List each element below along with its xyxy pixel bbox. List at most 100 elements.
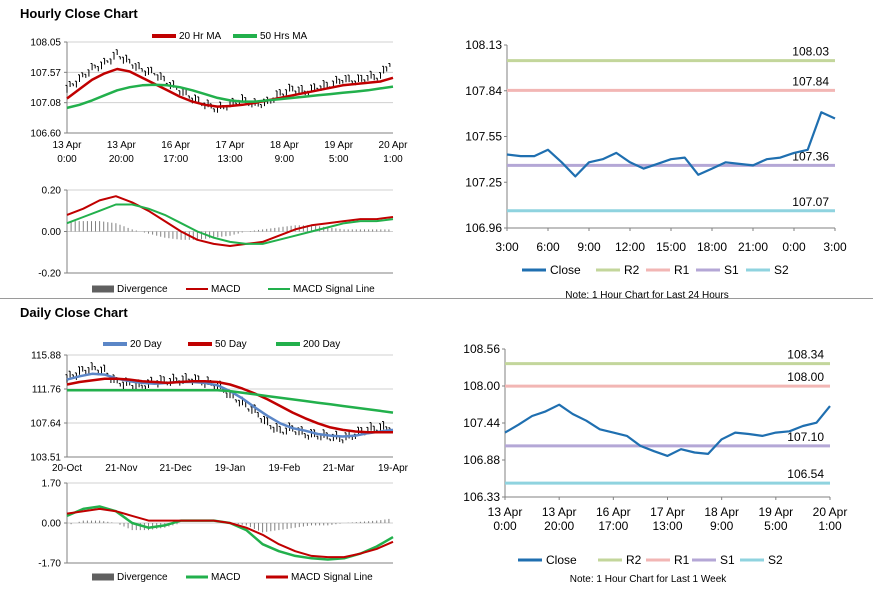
hourly24-ytick-label: 107.55	[465, 130, 502, 144]
daily-price-xtick-label: 19-Apr	[378, 463, 409, 474]
hourly24-legend-close: Close	[550, 263, 581, 277]
hourly24-xtick-label: 3:00	[495, 240, 519, 254]
hourly-price-ytick-label: 106.60	[30, 129, 61, 140]
hourly-macd-ytick-label: 0.00	[42, 227, 62, 238]
hourly24-xtick-label: 12:00	[615, 240, 645, 254]
hourly-price-xtick-date: 13 Apr	[53, 140, 83, 151]
hourly-price-xtick-time: 13:00	[217, 154, 242, 165]
hourly-price-xtick-date: 16 Apr	[161, 140, 191, 151]
legend-daily-macd-label: MACD	[211, 572, 240, 583]
hourlyweek-legend-s2: S2	[768, 553, 783, 567]
legend-50-day-swatch	[188, 342, 212, 346]
hourly24-level-r2-label: 108.03	[792, 45, 829, 59]
hourly24-ytick-label: 108.13	[465, 38, 502, 52]
legend-daily-signal-swatch	[266, 575, 288, 579]
legend-200-day-swatch	[276, 342, 300, 346]
daily-macd-ytick-label: 0.00	[42, 519, 62, 530]
hourlyweek-xtick-time: 5:00	[764, 519, 788, 533]
section-divider	[0, 298, 873, 299]
hourlyweek-ytick-label: 107.44	[463, 416, 500, 430]
daily-price-xtick-label: 21-Dec	[160, 463, 192, 474]
hourly24-level-s1-label: 107.36	[792, 149, 829, 163]
legend-50-day-label: 50 Day	[215, 339, 247, 350]
daily-price-xtick-label: 20-Oct	[52, 463, 82, 474]
hourly-price-xtick-date: 18 Apr	[270, 140, 300, 151]
hourlyweek-xtick-time: 0:00	[493, 519, 517, 533]
hourlyweek-xtick-date: 13 Apr	[488, 505, 523, 519]
hourly-price-xtick-date: 17 Apr	[216, 140, 246, 151]
legend-hourly-divergence-swatch	[92, 285, 114, 293]
hourlyweek-xtick-date: 13 Apr	[542, 505, 577, 519]
hourlyweek-xtick-date: 18 Apr	[704, 505, 739, 519]
hourlyweek-level-s2-label: 106.54	[787, 467, 824, 481]
hourly24-ytick-label: 107.84	[465, 84, 502, 98]
daily-macd-line	[66, 505, 394, 561]
hourly24-xtick-label: 15:00	[656, 240, 686, 254]
hourly-price-xtick-time: 17:00	[163, 154, 188, 165]
hourly-price-xtick-time: 1:00	[383, 154, 403, 165]
legend-20-day-label: 20 Day	[130, 339, 162, 350]
hourlyweek-xtick-date: 20 Apr	[813, 505, 848, 519]
daily-price-xtick-label: 19-Jan	[215, 463, 246, 474]
hourly-price-xtick-time: 0:00	[57, 154, 77, 165]
hourlyweek-xtick-date: 17 Apr	[650, 505, 685, 519]
hourly-price-ytick-label: 108.05	[30, 38, 61, 49]
daily-ma200-line	[67, 389, 394, 414]
hourlyweek-xtick-time: 20:00	[544, 519, 574, 533]
daily-price-xtick-label: 21-Nov	[105, 463, 137, 474]
daily-macd-ytick-label: -1.70	[38, 559, 61, 570]
hourly24-xtick-label: 3:00	[823, 240, 847, 254]
hourlyweek-level-r2-label: 108.34	[787, 348, 824, 362]
hourly-macd-ytick-label: -0.20	[38, 269, 61, 280]
hourly-price-xtick-date: 19 Apr	[324, 140, 354, 151]
hourly24-xtick-label: 0:00	[782, 240, 806, 254]
hourlyweek-xtick-date: 19 Apr	[758, 505, 793, 519]
legend-daily-divergence-label: Divergence	[117, 572, 168, 583]
hourly-section-title: Hourly Close Chart	[20, 6, 138, 21]
hourly-price-xtick-date: 13 Apr	[107, 140, 137, 151]
hourlyweek-xtick-date: 16 Apr	[596, 505, 631, 519]
daily-macd-ytick-label: 1.70	[42, 479, 62, 490]
legend-50hrs-ma-label: 50 Hrs MA	[260, 31, 308, 42]
hourly24-xtick-label: 6:00	[536, 240, 560, 254]
hourly-macd-signal-line	[66, 203, 394, 245]
legend-20hr-ma-label: 20 Hr MA	[179, 31, 222, 42]
hourly-price-ytick-label: 107.08	[30, 98, 61, 109]
hourly24-legend-r1: R1	[674, 263, 690, 277]
daily-price-xtick-label: 21-Mar	[323, 463, 355, 474]
hourlyweek-note: Note: 1 Hour Chart for Last 1 Week	[570, 574, 728, 585]
hourlyweek-legend-close: Close	[546, 553, 577, 567]
legend-200-day-label: 200 Day	[303, 339, 340, 350]
hourly-price-xtick-time: 5:00	[329, 154, 349, 165]
legend-20-day-swatch	[103, 342, 127, 346]
hourlyweek-xtick-time: 17:00	[598, 519, 628, 533]
daily-macd-signal-line	[66, 507, 394, 559]
hourly24-ytick-label: 106.96	[465, 221, 502, 235]
hourly24-xtick-label: 21:00	[738, 240, 768, 254]
hourlyweek-ytick-label: 108.56	[463, 342, 500, 356]
daily-price-ytick-label: 103.51	[30, 453, 61, 464]
legend-20hr-ma-swatch	[152, 34, 176, 38]
legend-daily-divergence-swatch	[92, 573, 114, 581]
hourly-ma20-line	[66, 67, 394, 108]
hourly24-ytick-label: 107.25	[465, 175, 502, 189]
daily-price-ytick-label: 107.64	[30, 419, 61, 430]
daily-ma50-line	[66, 377, 393, 434]
hourly-price-xtick-time: 9:00	[275, 154, 295, 165]
hourlyweek-level-s1-label: 107.10	[787, 430, 824, 444]
hourly24-xtick-label: 9:00	[577, 240, 601, 254]
hourly24-close-line	[506, 111, 836, 178]
daily-price-ytick-label: 115.88	[31, 351, 61, 362]
hourlyweek-ytick-label: 106.88	[463, 453, 500, 467]
hourlyweek-xtick-time: 1:00	[818, 519, 842, 533]
legend-hourly-signal-label: MACD Signal Line	[293, 284, 375, 295]
hourlyweek-legend-s1: S1	[720, 553, 735, 567]
hourlyweek-xtick-time: 13:00	[652, 519, 682, 533]
hourlyweek-ytick-label: 106.33	[463, 490, 500, 504]
hourlyweek-xtick-time: 9:00	[710, 519, 734, 533]
hourly24-level-r1-label: 107.84	[792, 74, 829, 88]
hourly-price-ytick-label: 107.57	[30, 68, 61, 79]
hourly-price-xtick-date: 20 Apr	[379, 140, 409, 151]
hourly-macd-line	[66, 195, 394, 247]
legend-hourly-macd-swatch	[186, 288, 208, 290]
